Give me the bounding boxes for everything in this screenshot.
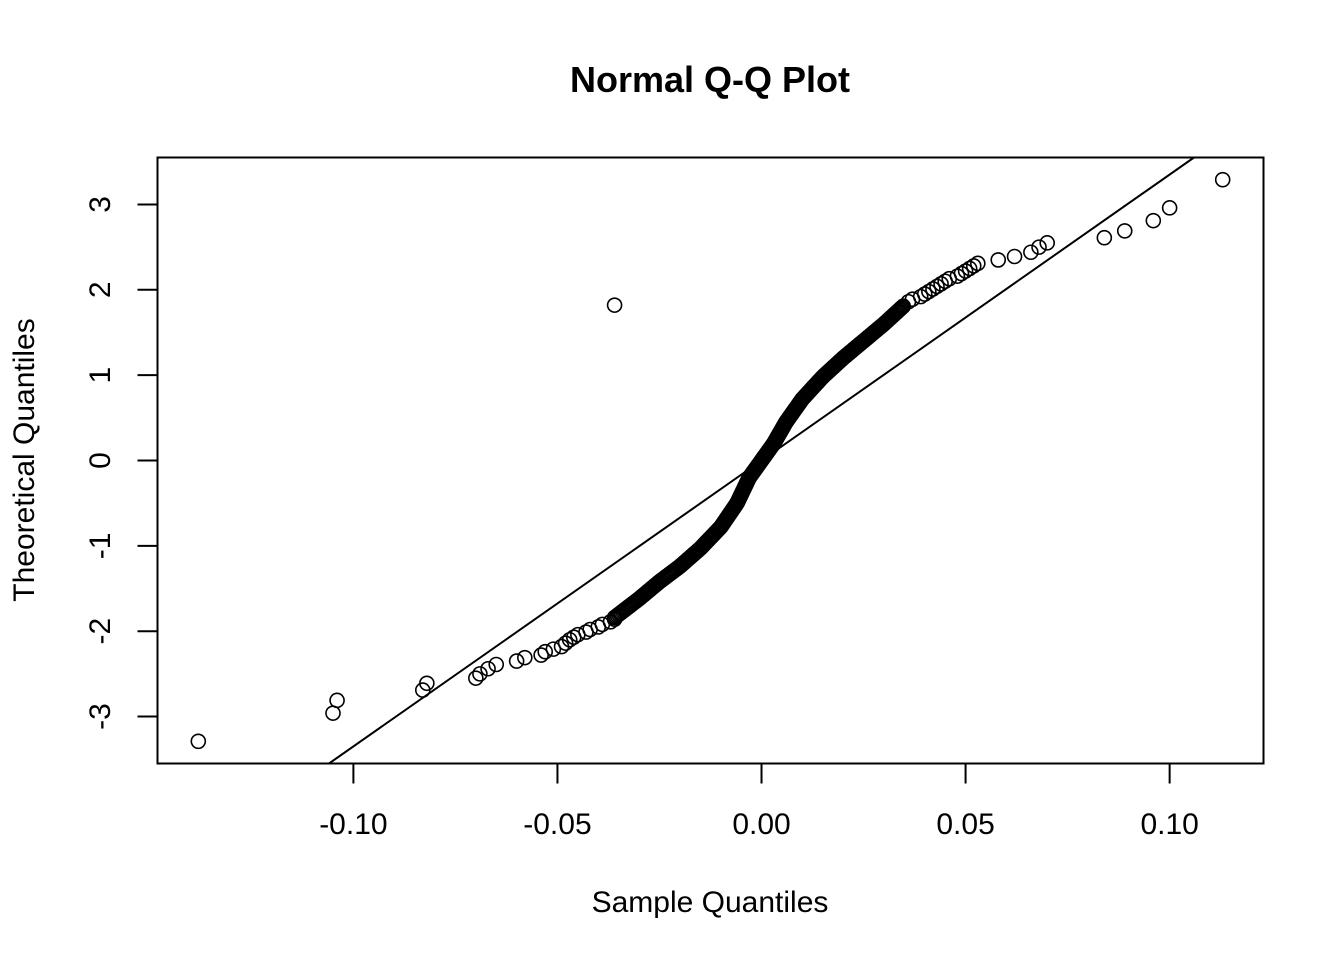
y-tick-label: -2 [84,618,117,645]
data-point [895,298,912,315]
data-point [561,631,578,648]
data-point [961,260,978,277]
data-point [545,641,562,657]
data-point [912,288,929,305]
data-point [606,297,623,313]
data-point [325,705,341,721]
data-point [419,675,435,692]
x-tick-label: 0.00 [732,808,790,841]
data-point [1006,248,1023,265]
data-point [925,281,941,297]
data-point [892,301,908,318]
data-point [1161,200,1178,216]
data-point [537,643,554,660]
data-point [949,268,966,284]
data-point [1116,223,1133,239]
data-point [957,263,974,279]
y-axis-label: Theoretical Quantiles [8,318,41,601]
data-points [190,171,1231,750]
data-point [990,252,1007,268]
data-point [517,649,533,666]
data-point [1023,244,1039,261]
data-point [916,286,933,302]
x-tick-label: -0.10 [319,808,387,841]
y-tick-label: 0 [84,452,117,469]
data-point [329,692,345,709]
x-tick-label: 0.05 [936,808,994,841]
data-point [893,300,909,317]
data-point [970,255,986,272]
x-axis: -0.10 -0.05 0.00 0.05 0.10 [319,762,1199,841]
y-tick-label: 2 [84,281,117,298]
data-point [533,647,549,663]
data-point [890,302,907,319]
data-point [965,258,982,274]
data-point [894,299,910,316]
x-tick-label: 0.10 [1140,808,1198,841]
data-point [1214,171,1231,188]
data-point [472,666,488,682]
y-tick-label: -1 [84,533,117,560]
chart-title: Normal Q-Q Plot [570,59,850,100]
data-point [1145,212,1162,229]
y-axis: -3 -2 -1 0 1 2 3 [84,196,159,730]
y-tick-label: -3 [84,703,117,730]
data-point [488,656,505,673]
plot-frame [156,156,1265,765]
data-point [1039,235,1055,251]
data-point [468,670,484,686]
x-axis-label: Sample Quantiles [592,886,829,919]
data-point [557,635,574,651]
plot-area [190,156,1231,765]
data-point [508,653,525,669]
y-tick-label: 1 [84,367,117,384]
data-point [953,265,970,282]
data-point [480,660,496,677]
data-point [933,276,949,292]
data-point [1031,239,1047,255]
data-point [190,733,207,750]
data-point [889,303,906,320]
data-point [1096,229,1113,246]
x-tick-label: -0.05 [523,808,591,841]
data-point [921,283,937,300]
data-point [929,278,945,295]
y-tick-label: 3 [84,196,117,213]
